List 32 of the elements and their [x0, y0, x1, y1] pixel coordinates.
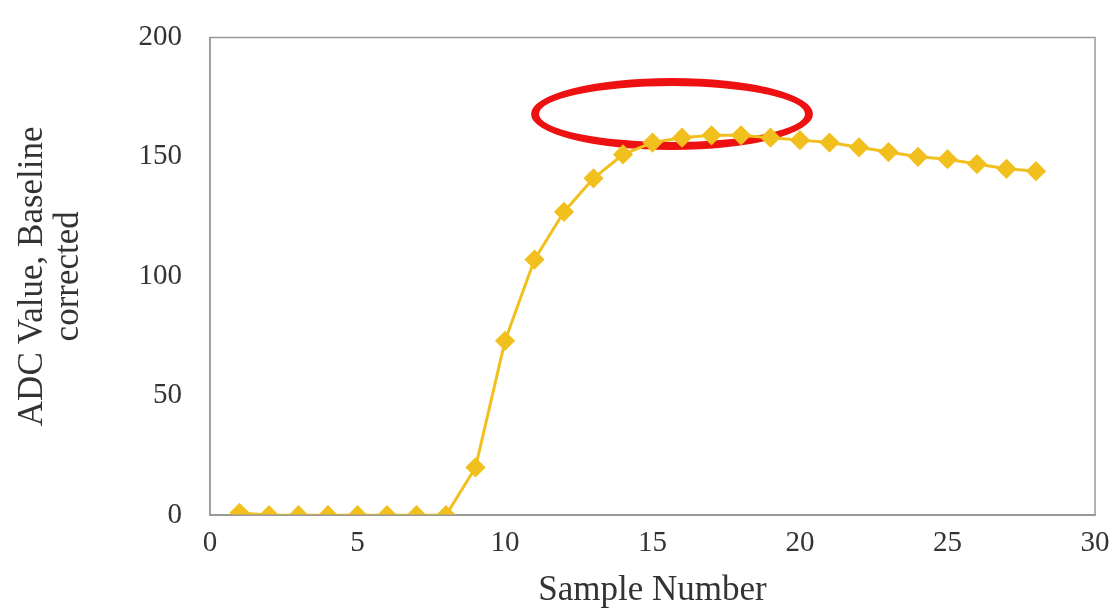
point — [967, 154, 987, 174]
y-tick-label: 200 — [138, 19, 182, 52]
x-tick-label: 25 — [933, 525, 962, 558]
x-tick-label: 10 — [490, 525, 520, 558]
x-axis-title: Sample Number — [538, 569, 768, 609]
point — [1026, 161, 1046, 181]
point — [584, 168, 603, 188]
point — [731, 125, 751, 145]
y-tick-label: 150 — [138, 138, 182, 171]
point — [908, 147, 928, 167]
y-tick-label: 100 — [138, 257, 182, 290]
point — [672, 128, 692, 148]
x-tick-label: 20 — [785, 525, 815, 558]
point — [702, 125, 721, 145]
point — [761, 128, 780, 148]
y-tick-label: 0 — [167, 496, 182, 529]
point — [820, 133, 839, 153]
point — [997, 159, 1016, 179]
point — [525, 250, 544, 270]
point — [849, 137, 869, 157]
point — [879, 142, 898, 162]
x-tick-label: 15 — [638, 525, 667, 558]
x-tick-label: 5 — [350, 525, 365, 558]
point — [554, 202, 574, 222]
y-tick-label: 50 — [153, 377, 182, 410]
x-tick-label: 30 — [1080, 525, 1110, 558]
point — [790, 130, 810, 150]
point — [938, 149, 957, 169]
y-axis-title: ADC Value, Baseline corrected — [10, 126, 87, 427]
point — [643, 133, 662, 153]
point — [613, 144, 633, 164]
x-tick-label: 0 — [202, 525, 218, 558]
